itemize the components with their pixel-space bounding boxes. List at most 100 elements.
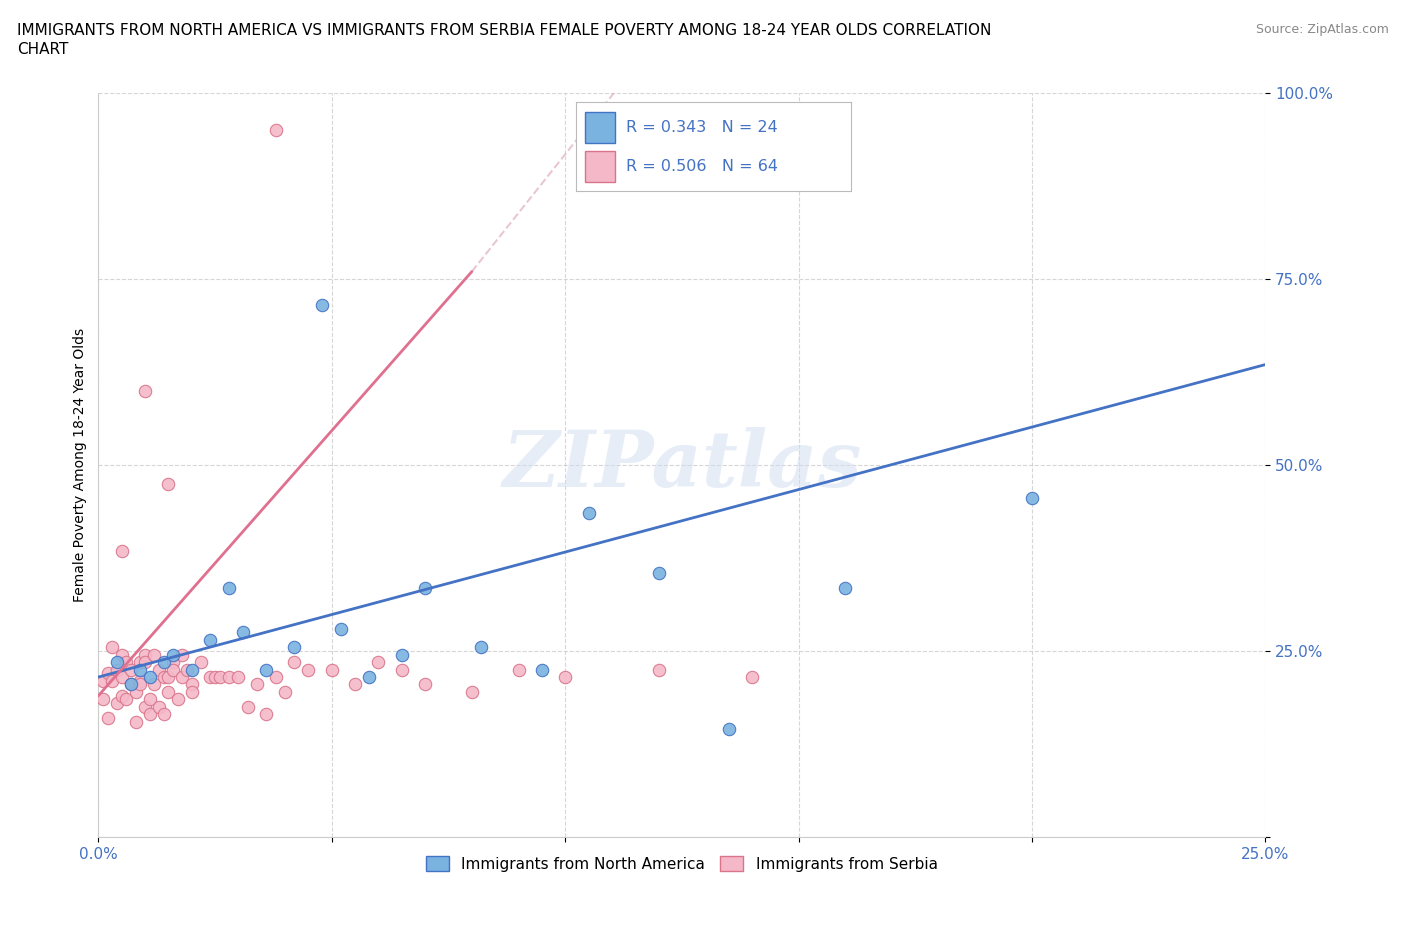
Point — [741, 670, 763, 684]
Point — [120, 677, 142, 692]
Point — [115, 655, 138, 670]
Point — [129, 677, 152, 692]
Point — [97, 666, 120, 681]
Point — [274, 684, 297, 699]
Point — [344, 677, 367, 692]
Point — [152, 655, 174, 670]
Point — [91, 673, 114, 688]
Point — [180, 677, 202, 692]
Point — [148, 699, 170, 714]
Point — [152, 707, 174, 722]
Point — [232, 625, 254, 640]
Point — [101, 640, 124, 655]
Point — [176, 662, 198, 677]
Point — [256, 707, 278, 722]
Point — [172, 670, 194, 684]
Point — [283, 655, 305, 670]
Point — [264, 670, 287, 684]
Point — [200, 632, 222, 647]
Point — [246, 677, 269, 692]
Point — [367, 655, 389, 670]
Point — [105, 696, 128, 711]
Point — [264, 123, 287, 138]
Text: CHART: CHART — [17, 42, 69, 57]
Point — [391, 647, 413, 662]
Point — [208, 670, 231, 684]
Point — [139, 707, 162, 722]
Point — [157, 670, 180, 684]
Y-axis label: Female Poverty Among 18-24 Year Olds: Female Poverty Among 18-24 Year Olds — [73, 328, 87, 602]
Point — [834, 580, 856, 595]
Text: R = 0.343   N = 24: R = 0.343 N = 24 — [626, 120, 778, 135]
Point — [143, 647, 166, 662]
Point — [129, 655, 152, 670]
Point — [162, 647, 184, 662]
Point — [717, 722, 740, 737]
Point — [413, 677, 436, 692]
Point — [180, 662, 202, 677]
Point — [105, 655, 128, 670]
Point — [530, 662, 553, 677]
Point — [115, 692, 138, 707]
Point — [236, 699, 259, 714]
Point — [139, 670, 162, 684]
Point — [143, 677, 166, 692]
Point — [391, 662, 413, 677]
Point — [91, 692, 114, 707]
Point — [148, 662, 170, 677]
Point — [190, 655, 212, 670]
Point — [111, 647, 134, 662]
Point — [139, 692, 162, 707]
Point — [297, 662, 319, 677]
Text: IMMIGRANTS FROM NORTH AMERICA VS IMMIGRANTS FROM SERBIA FEMALE POVERTY AMONG 18-: IMMIGRANTS FROM NORTH AMERICA VS IMMIGRA… — [17, 23, 991, 38]
Point — [470, 640, 492, 655]
Point — [647, 565, 669, 580]
Point — [172, 647, 194, 662]
Point — [508, 662, 530, 677]
Point — [554, 670, 576, 684]
Point — [200, 670, 222, 684]
FancyBboxPatch shape — [585, 112, 614, 143]
Point — [97, 711, 120, 725]
Point — [120, 677, 142, 692]
Point — [111, 670, 134, 684]
Point — [283, 640, 305, 655]
Point — [330, 621, 353, 636]
Point — [105, 662, 128, 677]
Point — [152, 670, 174, 684]
Point — [129, 662, 152, 677]
Point — [101, 673, 124, 688]
Point — [166, 692, 188, 707]
Point — [111, 543, 134, 558]
Point — [461, 684, 484, 699]
Point — [134, 699, 156, 714]
Point — [134, 383, 156, 398]
Point — [1021, 491, 1043, 506]
Point — [129, 673, 152, 688]
Point — [321, 662, 343, 677]
FancyBboxPatch shape — [585, 151, 614, 182]
Text: ZIPatlas: ZIPatlas — [502, 427, 862, 503]
Point — [125, 714, 148, 729]
Point — [180, 684, 202, 699]
Point — [578, 506, 600, 521]
Point — [204, 670, 226, 684]
Point — [359, 670, 381, 684]
Point — [134, 655, 156, 670]
Point — [413, 580, 436, 595]
Point — [162, 662, 184, 677]
Point — [647, 662, 669, 677]
Point — [125, 684, 148, 699]
Legend: Immigrants from North America, Immigrants from Serbia: Immigrants from North America, Immigrant… — [420, 849, 943, 878]
Point — [134, 647, 156, 662]
Text: Source: ZipAtlas.com: Source: ZipAtlas.com — [1256, 23, 1389, 36]
Point — [162, 655, 184, 670]
Point — [256, 662, 278, 677]
Point — [111, 688, 134, 703]
Point — [218, 670, 240, 684]
Point — [157, 684, 180, 699]
Point — [218, 580, 240, 595]
Point — [157, 476, 180, 491]
Point — [120, 662, 142, 677]
Point — [311, 298, 333, 312]
